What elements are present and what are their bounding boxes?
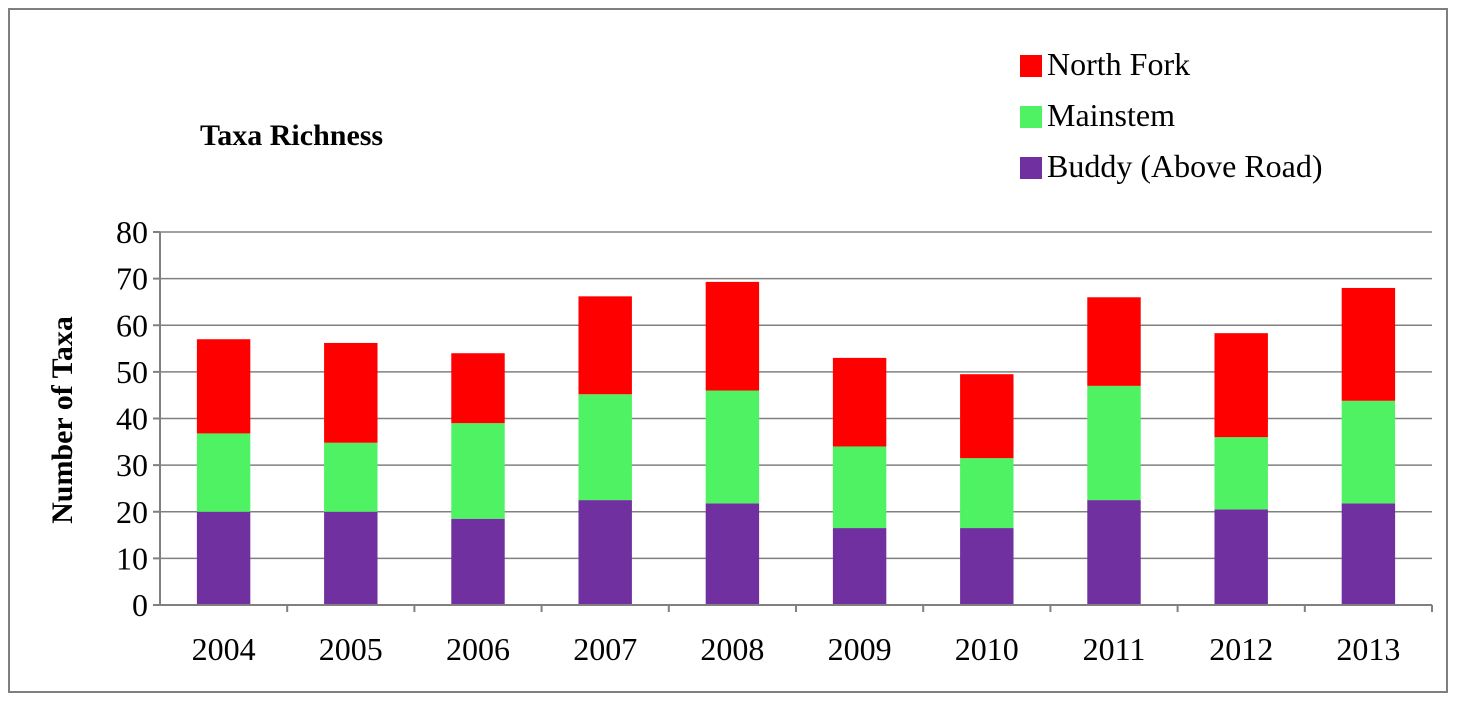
y-tick-labels: 0 10 20 30 40 50 60 70 80 (116, 214, 148, 623)
bar-north-fork-2008 (705, 281, 760, 391)
y-tick-label: 20 (116, 494, 148, 530)
bar-mainstem-2008 (705, 390, 760, 504)
bar-mainstem-2013 (1341, 400, 1396, 504)
bar-mainstem-2006 (451, 423, 505, 519)
bars (196, 281, 1396, 605)
x-tick-label: 2009 (828, 631, 892, 667)
bar-mainstem-2007 (578, 394, 632, 501)
x-tick-label: 2012 (1209, 631, 1273, 667)
x-tick-labels: 2004 2005 2006 2007 2008 2009 2010 2011 2012 2013 (192, 605, 1433, 667)
legend-swatch (1020, 55, 1042, 77)
bar-north-fork-2004 (196, 339, 251, 434)
bar-buddy-above-road-2013 (1341, 503, 1396, 605)
x-tick-label: 2011 (1083, 631, 1146, 667)
bar-north-fork-2011 (1087, 297, 1141, 386)
bar-buddy-above-road-2007 (578, 500, 632, 605)
bar-buddy-above-road-2004 (196, 511, 251, 605)
x-tick-label: 2008 (700, 631, 764, 667)
bar-north-fork-2012 (1214, 333, 1268, 438)
bar-buddy-above-road-2012 (1214, 509, 1268, 605)
x-tick-label: 2007 (573, 631, 637, 667)
bar-buddy-above-road-2008 (705, 503, 760, 605)
y-tick-label: 80 (116, 214, 148, 250)
y-tick-label: 10 (116, 540, 148, 576)
bar-buddy-above-road-2009 (832, 528, 887, 605)
bar-north-fork-2006 (451, 353, 505, 424)
bar-mainstem-2012 (1214, 437, 1268, 510)
bar-mainstem-2011 (1087, 385, 1141, 501)
bar-mainstem-2005 (324, 442, 378, 512)
x-tick-label: 2006 (446, 631, 510, 667)
bar-north-fork-2009 (832, 357, 887, 447)
bar-buddy-above-road-2011 (1087, 500, 1141, 605)
y-tick-label: 50 (116, 354, 148, 390)
y-tick-label: 30 (116, 447, 148, 483)
bar-north-fork-2005 (324, 342, 378, 443)
y-tick-label: 70 (116, 261, 148, 297)
legend-swatch (1020, 106, 1042, 128)
legend-label: Mainstem (1047, 97, 1175, 133)
bar-mainstem-2004 (196, 433, 251, 512)
x-tick-label: 2004 (192, 631, 256, 667)
y-tick-label: 0 (132, 587, 148, 623)
bar-buddy-above-road-2010 (960, 528, 1014, 605)
chart-frame: 2004 2005 2006 2007 2008 2009 2010 2011 2012 2013… (8, 8, 1448, 693)
y-axis-label: Number of Taxa (46, 316, 79, 524)
legend-swatch (1020, 157, 1042, 179)
y-tick-label: 60 (116, 307, 148, 343)
y-tick-label: 40 (116, 401, 148, 437)
legend-label: North Fork (1047, 46, 1190, 82)
bar-buddy-above-road-2005 (324, 511, 378, 605)
chart-svg: 2004 2005 2006 2007 2008 2009 2010 2011 2012 2013… (46, 46, 1433, 667)
chart-title: Taxa Richness (200, 119, 383, 152)
x-tick-label: 2010 (955, 631, 1019, 667)
bar-mainstem-2010 (960, 458, 1014, 529)
x-tick-label: 2013 (1336, 631, 1400, 667)
bar-north-fork-2007 (578, 296, 632, 395)
bar-north-fork-2010 (960, 374, 1014, 459)
legend-label: Buddy (Above Road) (1047, 148, 1323, 184)
bar-mainstem-2009 (832, 446, 887, 529)
x-tick-label: 2005 (319, 631, 383, 667)
legend: North Fork Mainstem Buddy (Above Road) (1020, 46, 1323, 184)
bar-buddy-above-road-2006 (451, 518, 505, 605)
bar-north-fork-2013 (1341, 287, 1396, 401)
